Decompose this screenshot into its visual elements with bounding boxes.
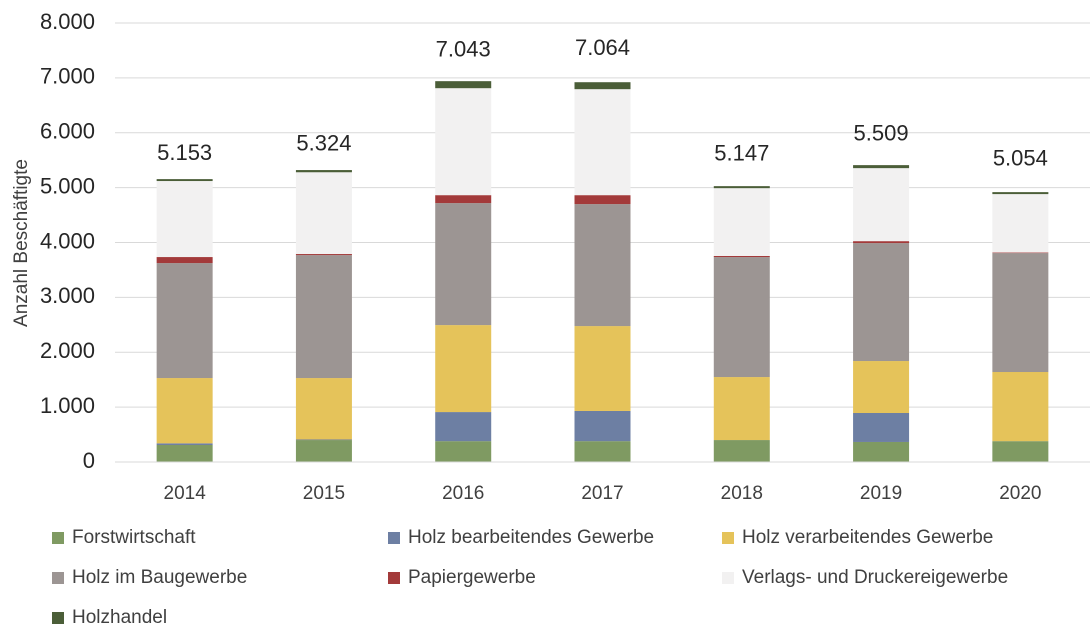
- bar-segment: [435, 412, 492, 442]
- total-label: 7.064: [575, 35, 630, 60]
- bar-segment: [156, 444, 213, 462]
- bar-segment: [853, 243, 910, 362]
- y-tick-label: 3.000: [40, 283, 95, 308]
- bar-segment: [295, 255, 352, 379]
- bar-segment: [713, 255, 770, 258]
- bar-segment: [295, 172, 352, 255]
- bar-segment: [713, 377, 770, 441]
- legend-label: Holz verarbeitendes Gewerbe: [742, 527, 993, 548]
- bar-segment: [853, 441, 910, 462]
- legend-swatch: [52, 612, 64, 624]
- y-axis-label: Anzahl Beschäftigte: [11, 159, 32, 327]
- bar-segment: [992, 252, 1049, 254]
- bar-segment: [574, 89, 631, 196]
- y-tick-label: 8.000: [40, 9, 95, 34]
- x-tick-label: 2015: [303, 483, 345, 504]
- bar-segment: [853, 361, 910, 413]
- bar-segment: [992, 253, 1049, 373]
- x-tick-label: 2014: [164, 483, 207, 504]
- total-label: 5.147: [714, 140, 769, 165]
- bar-segment: [713, 440, 770, 462]
- legend-swatch: [722, 572, 734, 584]
- total-label: 7.043: [436, 36, 491, 61]
- bar-segment: [156, 181, 213, 258]
- y-tick-label: 4.000: [40, 228, 95, 253]
- bar-segment: [574, 195, 631, 205]
- legend-label: Holzhandel: [72, 607, 167, 625]
- bar-segment: [156, 263, 213, 379]
- bar-segment: [853, 412, 910, 442]
- bar-segment: [713, 188, 770, 256]
- bar-segment: [574, 82, 631, 90]
- bar-segment: [574, 410, 631, 442]
- x-tick-label: 2017: [581, 483, 623, 504]
- bar-segment: [853, 241, 910, 244]
- legend-label: Verlags- und Druckereigewerbe: [742, 567, 1008, 588]
- bar-segment: [713, 257, 770, 378]
- bar-segment: [992, 192, 1049, 195]
- total-label: 5.509: [854, 121, 909, 146]
- legend-label: Holz bearbeitendes Gewerbe: [408, 527, 654, 548]
- total-label: 5.324: [296, 131, 351, 156]
- bar-segment: [435, 81, 492, 89]
- bar-segment: [295, 440, 352, 462]
- bar-segment: [156, 179, 213, 182]
- bar-segment: [295, 378, 352, 440]
- bar-segment: [295, 439, 352, 441]
- x-tick-label: 2016: [442, 483, 484, 504]
- bar-segment: [992, 194, 1049, 253]
- bar-segment: [853, 165, 910, 169]
- y-tick-label: 6.000: [40, 119, 95, 144]
- bar-segment: [574, 326, 631, 411]
- bar-segment: [156, 443, 213, 445]
- bar-segment: [156, 378, 213, 444]
- total-label: 5.153: [157, 140, 212, 165]
- x-tick-label: 2018: [721, 483, 763, 504]
- bar-segment: [435, 195, 492, 204]
- bar-segment: [992, 372, 1049, 442]
- bar-segment: [574, 204, 631, 327]
- bar-segment: [156, 257, 213, 264]
- bar-segment: [435, 441, 492, 462]
- bar-segment: [574, 441, 631, 462]
- bar-segment: [435, 203, 492, 326]
- legend-swatch: [52, 572, 64, 584]
- bar-segment: [713, 186, 770, 189]
- bar-segment: [435, 88, 492, 196]
- y-tick-label: 0: [83, 448, 95, 473]
- x-tick-label: 2020: [999, 483, 1041, 504]
- bar-segment: [295, 170, 352, 173]
- legend-label: Holz im Baugewerbe: [72, 567, 247, 588]
- x-tick-label: 2019: [860, 483, 902, 504]
- bar-segment: [295, 254, 352, 256]
- bar-segment: [435, 325, 492, 413]
- legend-label: Forstwirtschaft: [72, 527, 196, 548]
- legend-swatch: [388, 532, 400, 544]
- total-label: 5.054: [993, 145, 1048, 170]
- legend-swatch: [52, 532, 64, 544]
- y-tick-label: 2.000: [40, 338, 95, 363]
- legend-swatch: [388, 572, 400, 584]
- bar-segment: [853, 168, 910, 242]
- y-tick-label: 7.000: [40, 64, 95, 89]
- bar-segment: [992, 441, 1049, 462]
- y-tick-label: 5.000: [40, 173, 95, 198]
- y-tick-label: 1.000: [40, 393, 95, 418]
- legend-swatch: [722, 532, 734, 544]
- legend-label: Papiergewerbe: [408, 567, 536, 588]
